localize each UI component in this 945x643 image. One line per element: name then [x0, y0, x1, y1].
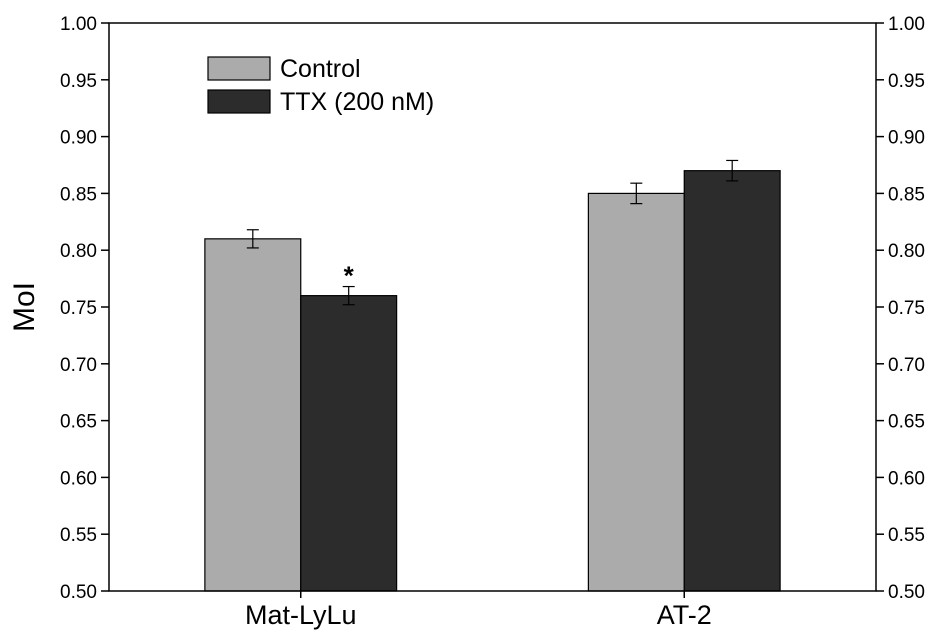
y-tick-label-right: 0.55 [888, 525, 925, 546]
error-bars-group [246, 159, 739, 306]
legend-label: TTX (200 nM) [280, 88, 434, 116]
bar-at-2-series-1 [683, 170, 781, 592]
y-tick-label-left: 0.80 [60, 241, 97, 262]
legend: Control TTX (200 nM) [207, 55, 434, 116]
y-tick-label-left: 0.75 [60, 298, 97, 319]
bar-mat-lylu-series-1 [300, 295, 398, 592]
y-tick-label-left: 0.85 [60, 184, 97, 205]
y-tick-label-left: 0.70 [60, 355, 97, 376]
y-tick-label-left: 0.65 [60, 412, 97, 433]
plot-frame [108, 22, 877, 592]
left-y-axis: 0.50 0.55 0.60 0.65 0.70 0.75 0.80 0.85 0.90 0.95… [60, 14, 109, 603]
legend-swatch [207, 56, 271, 81]
y-tick-label-right: 0.50 [888, 582, 925, 603]
x-category-label: AT-2 [657, 600, 712, 630]
y-tick-label-right: 1.00 [888, 14, 925, 35]
right-y-axis: 0.50 0.55 0.60 0.65 0.70 0.75 0.80 0.85 0.90 0.95… [876, 14, 925, 603]
y-tick-label-right: 0.80 [888, 241, 925, 262]
x-category-label: Mat-LyLu [245, 600, 357, 630]
y-axis-title: MoI [8, 282, 41, 332]
bar-mat-lylu-series-0 [204, 238, 302, 592]
y-tick-label-left: 0.90 [60, 128, 97, 149]
bars-group [204, 170, 781, 592]
y-tick-label-right: 0.90 [888, 128, 925, 149]
y-tick-label-left: 0.60 [60, 468, 97, 489]
y-tick-label-left: 0.50 [60, 582, 97, 603]
y-tick-label-left: 0.95 [60, 71, 97, 92]
y-tick-label-right: 0.65 [888, 412, 925, 433]
bar-at-2-series-0 [587, 192, 685, 592]
y-tick-label-right: 0.75 [888, 298, 925, 319]
significance-marker: * [344, 261, 355, 291]
y-tick-label-right: 0.60 [888, 468, 925, 489]
y-tick-label-right: 0.95 [888, 71, 925, 92]
y-tick-label-left: 1.00 [60, 14, 97, 35]
legend-swatch [207, 89, 271, 114]
annotations-group: * [344, 261, 355, 291]
x-axis-categories: Mat-LyLu AT-2 [245, 591, 712, 630]
y-tick-label-left: 0.55 [60, 525, 97, 546]
legend-label: Control [280, 55, 361, 83]
y-tick-label-right: 0.85 [888, 184, 925, 205]
y-tick-label-right: 0.70 [888, 355, 925, 376]
